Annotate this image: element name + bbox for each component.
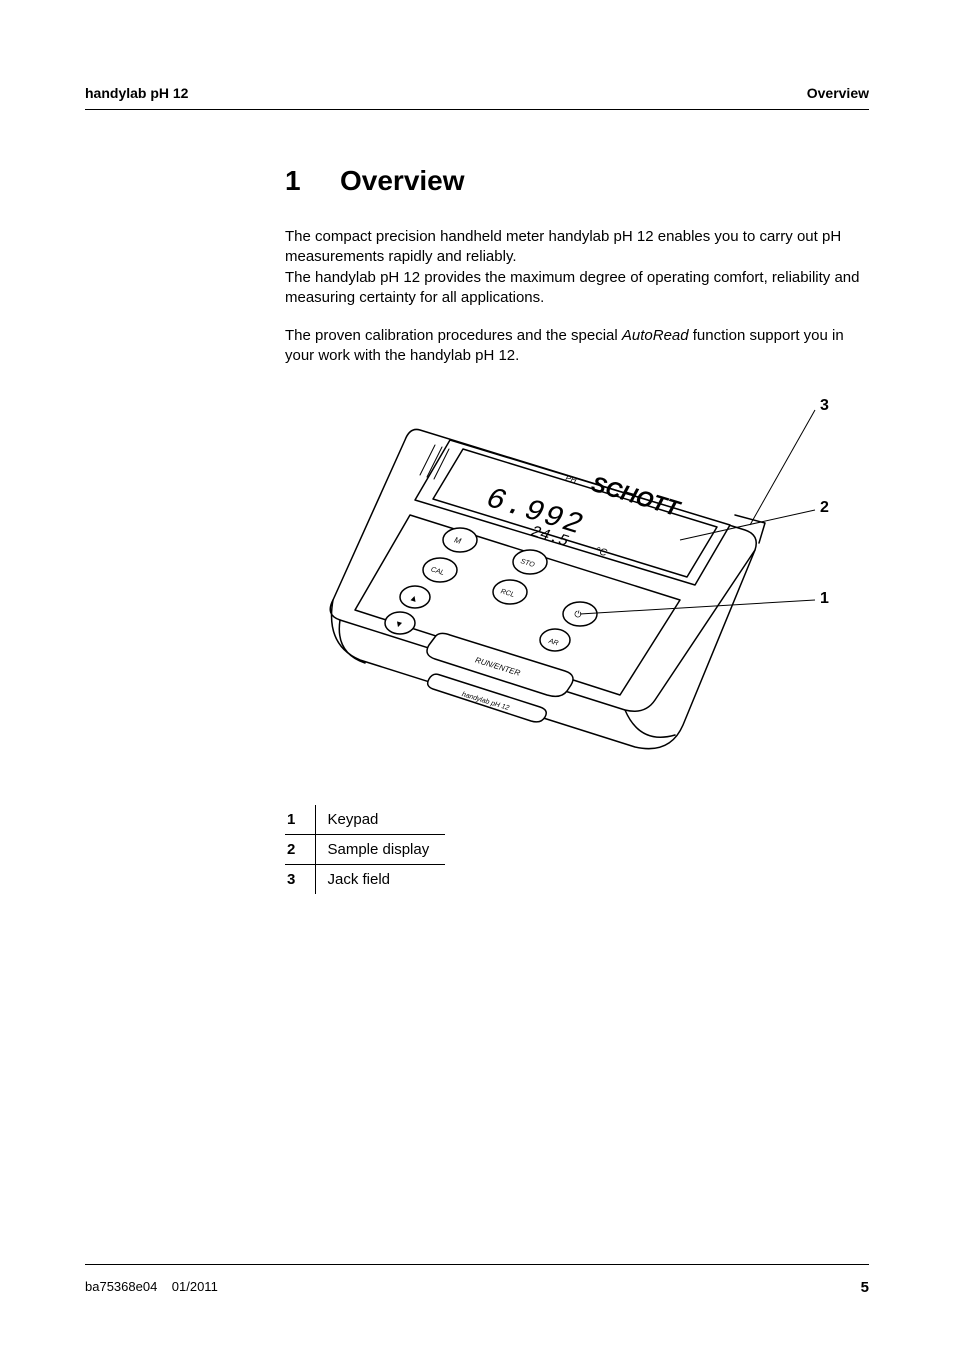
header-left: handylab pH 12	[85, 85, 188, 101]
header-right: Overview	[807, 85, 869, 101]
p1a: The compact precision handheld meter han…	[285, 228, 841, 265]
device-figure: SCHOTT PH 6.992 24.5 °C M STO CAL RCL ⏻ …	[285, 385, 845, 785]
chapter-title-text: Overview	[340, 165, 465, 196]
chapter-number: 1	[285, 165, 340, 197]
page: handylab pH 12 Overview 1Overview The co…	[0, 0, 954, 1351]
footer-date: 01/2011	[172, 1279, 218, 1294]
legend-row-1: 1 Keypad	[285, 805, 445, 835]
intro-paragraph-2: The proven calibration procedures and th…	[285, 326, 869, 367]
legend-row-2: 2 Sample display	[285, 834, 445, 864]
content-area: 1Overview The compact precision handheld…	[285, 165, 869, 894]
legend-num-3: 3	[285, 864, 315, 894]
page-header: handylab pH 12 Overview	[85, 85, 869, 110]
device-illustration: SCHOTT PH 6.992 24.5 °C M STO CAL RCL ⏻ …	[285, 385, 845, 785]
callout-2: 2	[820, 499, 829, 517]
p2a: The proven calibration procedures and th…	[285, 327, 622, 344]
legend-num-1: 1	[285, 805, 315, 835]
callout-1: 1	[820, 590, 829, 608]
footer-left: ba75368e04 01/2011	[85, 1279, 218, 1296]
legend-row-3: 3 Jack field	[285, 864, 445, 894]
callout-3: 3	[820, 397, 829, 415]
p2-autoread: AutoRead	[622, 327, 693, 344]
intro-paragraph-1: The compact precision handheld meter han…	[285, 227, 869, 308]
chapter-heading: 1Overview	[285, 165, 869, 197]
page-footer: ba75368e04 01/2011 5	[85, 1264, 869, 1296]
legend-table: 1 Keypad 2 Sample display 3 Jack field	[285, 805, 445, 894]
legend-label-2: Sample display	[315, 834, 445, 864]
legend-num-2: 2	[285, 834, 315, 864]
p1b: The handylab pH 12 provides the maximum …	[285, 269, 859, 306]
footer-doc-id: ba75368e04	[85, 1279, 157, 1294]
legend-label-1: Keypad	[315, 805, 445, 835]
footer-page-number: 5	[861, 1279, 869, 1296]
legend-label-3: Jack field	[315, 864, 445, 894]
